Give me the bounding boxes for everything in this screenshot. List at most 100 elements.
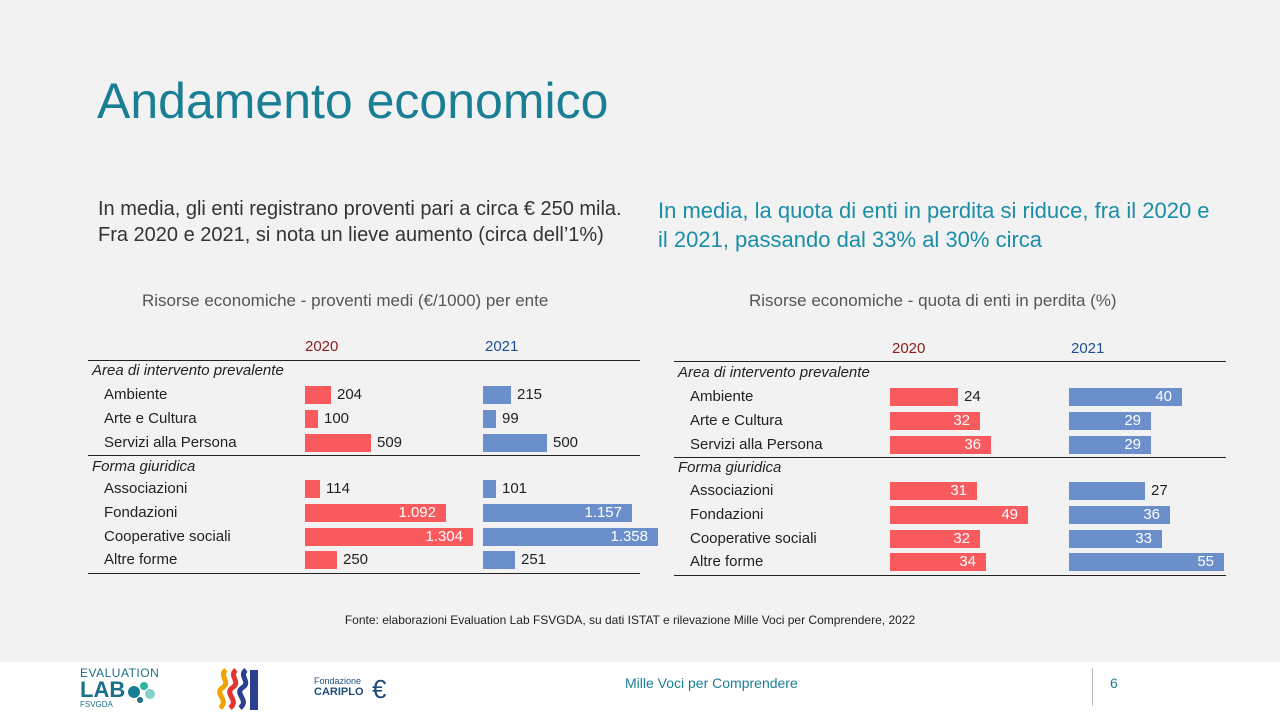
data-label: 204 <box>337 386 363 403</box>
data-label: 215 <box>517 386 543 403</box>
row-label: Altre forme <box>690 553 764 570</box>
bar-2020 <box>890 530 980 548</box>
data-label: 36 <box>1143 506 1160 523</box>
group-label: Area di intervento prevalente <box>92 362 284 379</box>
bar-2020 <box>890 412 980 430</box>
series-header-2021: 2021 <box>1071 340 1105 357</box>
bar-2021 <box>1069 436 1151 454</box>
bar-2020 <box>890 388 958 406</box>
row-label: Fondazioni <box>690 506 764 523</box>
data-label: 99 <box>502 410 519 427</box>
group-label: Area di intervento prevalente <box>678 364 870 381</box>
bar-2021 <box>483 410 496 428</box>
data-label: 32 <box>953 530 970 547</box>
data-label: 251 <box>521 551 547 568</box>
row-label: Fondazioni <box>104 504 178 521</box>
row-label: Arte e Cultura <box>104 410 197 427</box>
row-label: Cooperative sociali <box>104 528 231 545</box>
group-label: Forma giuridica <box>92 458 196 475</box>
table-rule <box>674 361 1226 362</box>
foundation-logo-icon <box>217 668 258 710</box>
data-label: 100 <box>324 410 350 427</box>
data-label: 40 <box>1155 388 1172 405</box>
bar-2021 <box>1069 388 1182 406</box>
fondazione-cariplo-logo: Fondazione CARIPLO € <box>314 674 386 704</box>
bar-2021 <box>483 504 632 522</box>
data-label: 1.304 <box>425 528 463 545</box>
bar-2020 <box>305 410 318 428</box>
logo-text: LAB <box>80 677 126 702</box>
cariplo-mark-icon: € <box>372 674 387 704</box>
bar-2021 <box>483 386 511 404</box>
bar-2021 <box>1069 506 1170 524</box>
footer-divider <box>1092 668 1093 706</box>
series-header-2020: 2020 <box>305 338 339 355</box>
bar-2020 <box>890 553 986 571</box>
data-label: 29 <box>1124 412 1141 429</box>
data-label: 509 <box>377 434 403 451</box>
data-label: 1.358 <box>610 528 648 545</box>
bar-2021 <box>483 434 547 452</box>
series-header-2021: 2021 <box>485 338 519 355</box>
table-rule <box>674 575 1226 576</box>
table-rule <box>88 360 640 361</box>
row-label: Servizi alla Persona <box>104 434 237 451</box>
data-label: 33 <box>1135 530 1152 547</box>
bar-2021 <box>1069 553 1224 571</box>
bar-2020 <box>305 551 337 569</box>
footer-project-name: Mille Voci per Comprendere <box>625 675 798 691</box>
footer: EVALUATION LAB FSVGDA Fondazione CARIPLO… <box>0 662 1280 720</box>
bar-2020 <box>305 434 371 452</box>
row-label: Associazioni <box>690 482 774 499</box>
lead-text-left: In media, gli enti registrano proventi p… <box>98 198 622 246</box>
row-label: Associazioni <box>104 480 188 497</box>
bar-2020 <box>305 480 320 498</box>
data-label: 32 <box>953 412 970 429</box>
logo-text: Fondazione <box>314 676 362 686</box>
logo-text: FSVGDA <box>80 700 113 709</box>
bar-2021 <box>1069 412 1151 430</box>
bar-2021 <box>483 480 496 498</box>
logo-text: CARIPLO <box>314 686 364 698</box>
lead-text-right: In media, la quota di enti in perdita si… <box>658 198 1210 252</box>
table-rule <box>88 573 640 574</box>
evaluation-lab-logo: EVALUATION LAB FSVGDA <box>80 666 159 709</box>
table-rule <box>674 457 1226 458</box>
data-label: 500 <box>553 434 579 451</box>
chart-title-perdita: Risorse economiche - quota di enti in pe… <box>749 291 1117 310</box>
data-label: 27 <box>1151 482 1168 499</box>
bar-2021 <box>483 528 658 546</box>
bar-2020 <box>890 436 991 454</box>
data-label: 34 <box>959 553 976 570</box>
data-label: 24 <box>964 388 981 405</box>
table-rule <box>88 455 640 456</box>
chart-title-proventi: Risorse economiche - proventi medi (€/10… <box>142 291 549 310</box>
source-note: Fonte: elaborazioni Evaluation Lab FSVGD… <box>344 613 916 627</box>
data-label: 31 <box>950 482 967 499</box>
data-label: 1.157 <box>584 504 622 521</box>
data-label: 49 <box>1001 506 1018 523</box>
page-number: 6 <box>1110 675 1118 691</box>
bar-2020 <box>890 482 977 500</box>
bar-2021 <box>483 551 515 569</box>
logo-text: EVALUATION <box>80 666 160 680</box>
page-title: Andamento economico <box>97 73 609 129</box>
data-label: 29 <box>1124 436 1141 453</box>
row-label: Altre forme <box>104 551 178 568</box>
row-label: Ambiente <box>690 388 754 405</box>
data-label: 1.092 <box>398 504 436 521</box>
bubbles-icon <box>128 682 155 703</box>
series-header-2020: 2020 <box>892 340 926 357</box>
bar-2021 <box>1069 482 1145 500</box>
bar-2020 <box>890 506 1028 524</box>
data-label: 55 <box>1197 553 1214 570</box>
bar-2020 <box>305 386 331 404</box>
row-label: Servizi alla Persona <box>690 436 823 453</box>
data-label: 36 <box>964 436 981 453</box>
group-label: Forma giuridica <box>678 459 782 476</box>
data-label: 114 <box>326 480 350 497</box>
bar-2020 <box>305 504 446 522</box>
bar-2020 <box>305 528 473 546</box>
row-label: Arte e Cultura <box>690 412 783 429</box>
row-label: Cooperative sociali <box>690 530 817 547</box>
